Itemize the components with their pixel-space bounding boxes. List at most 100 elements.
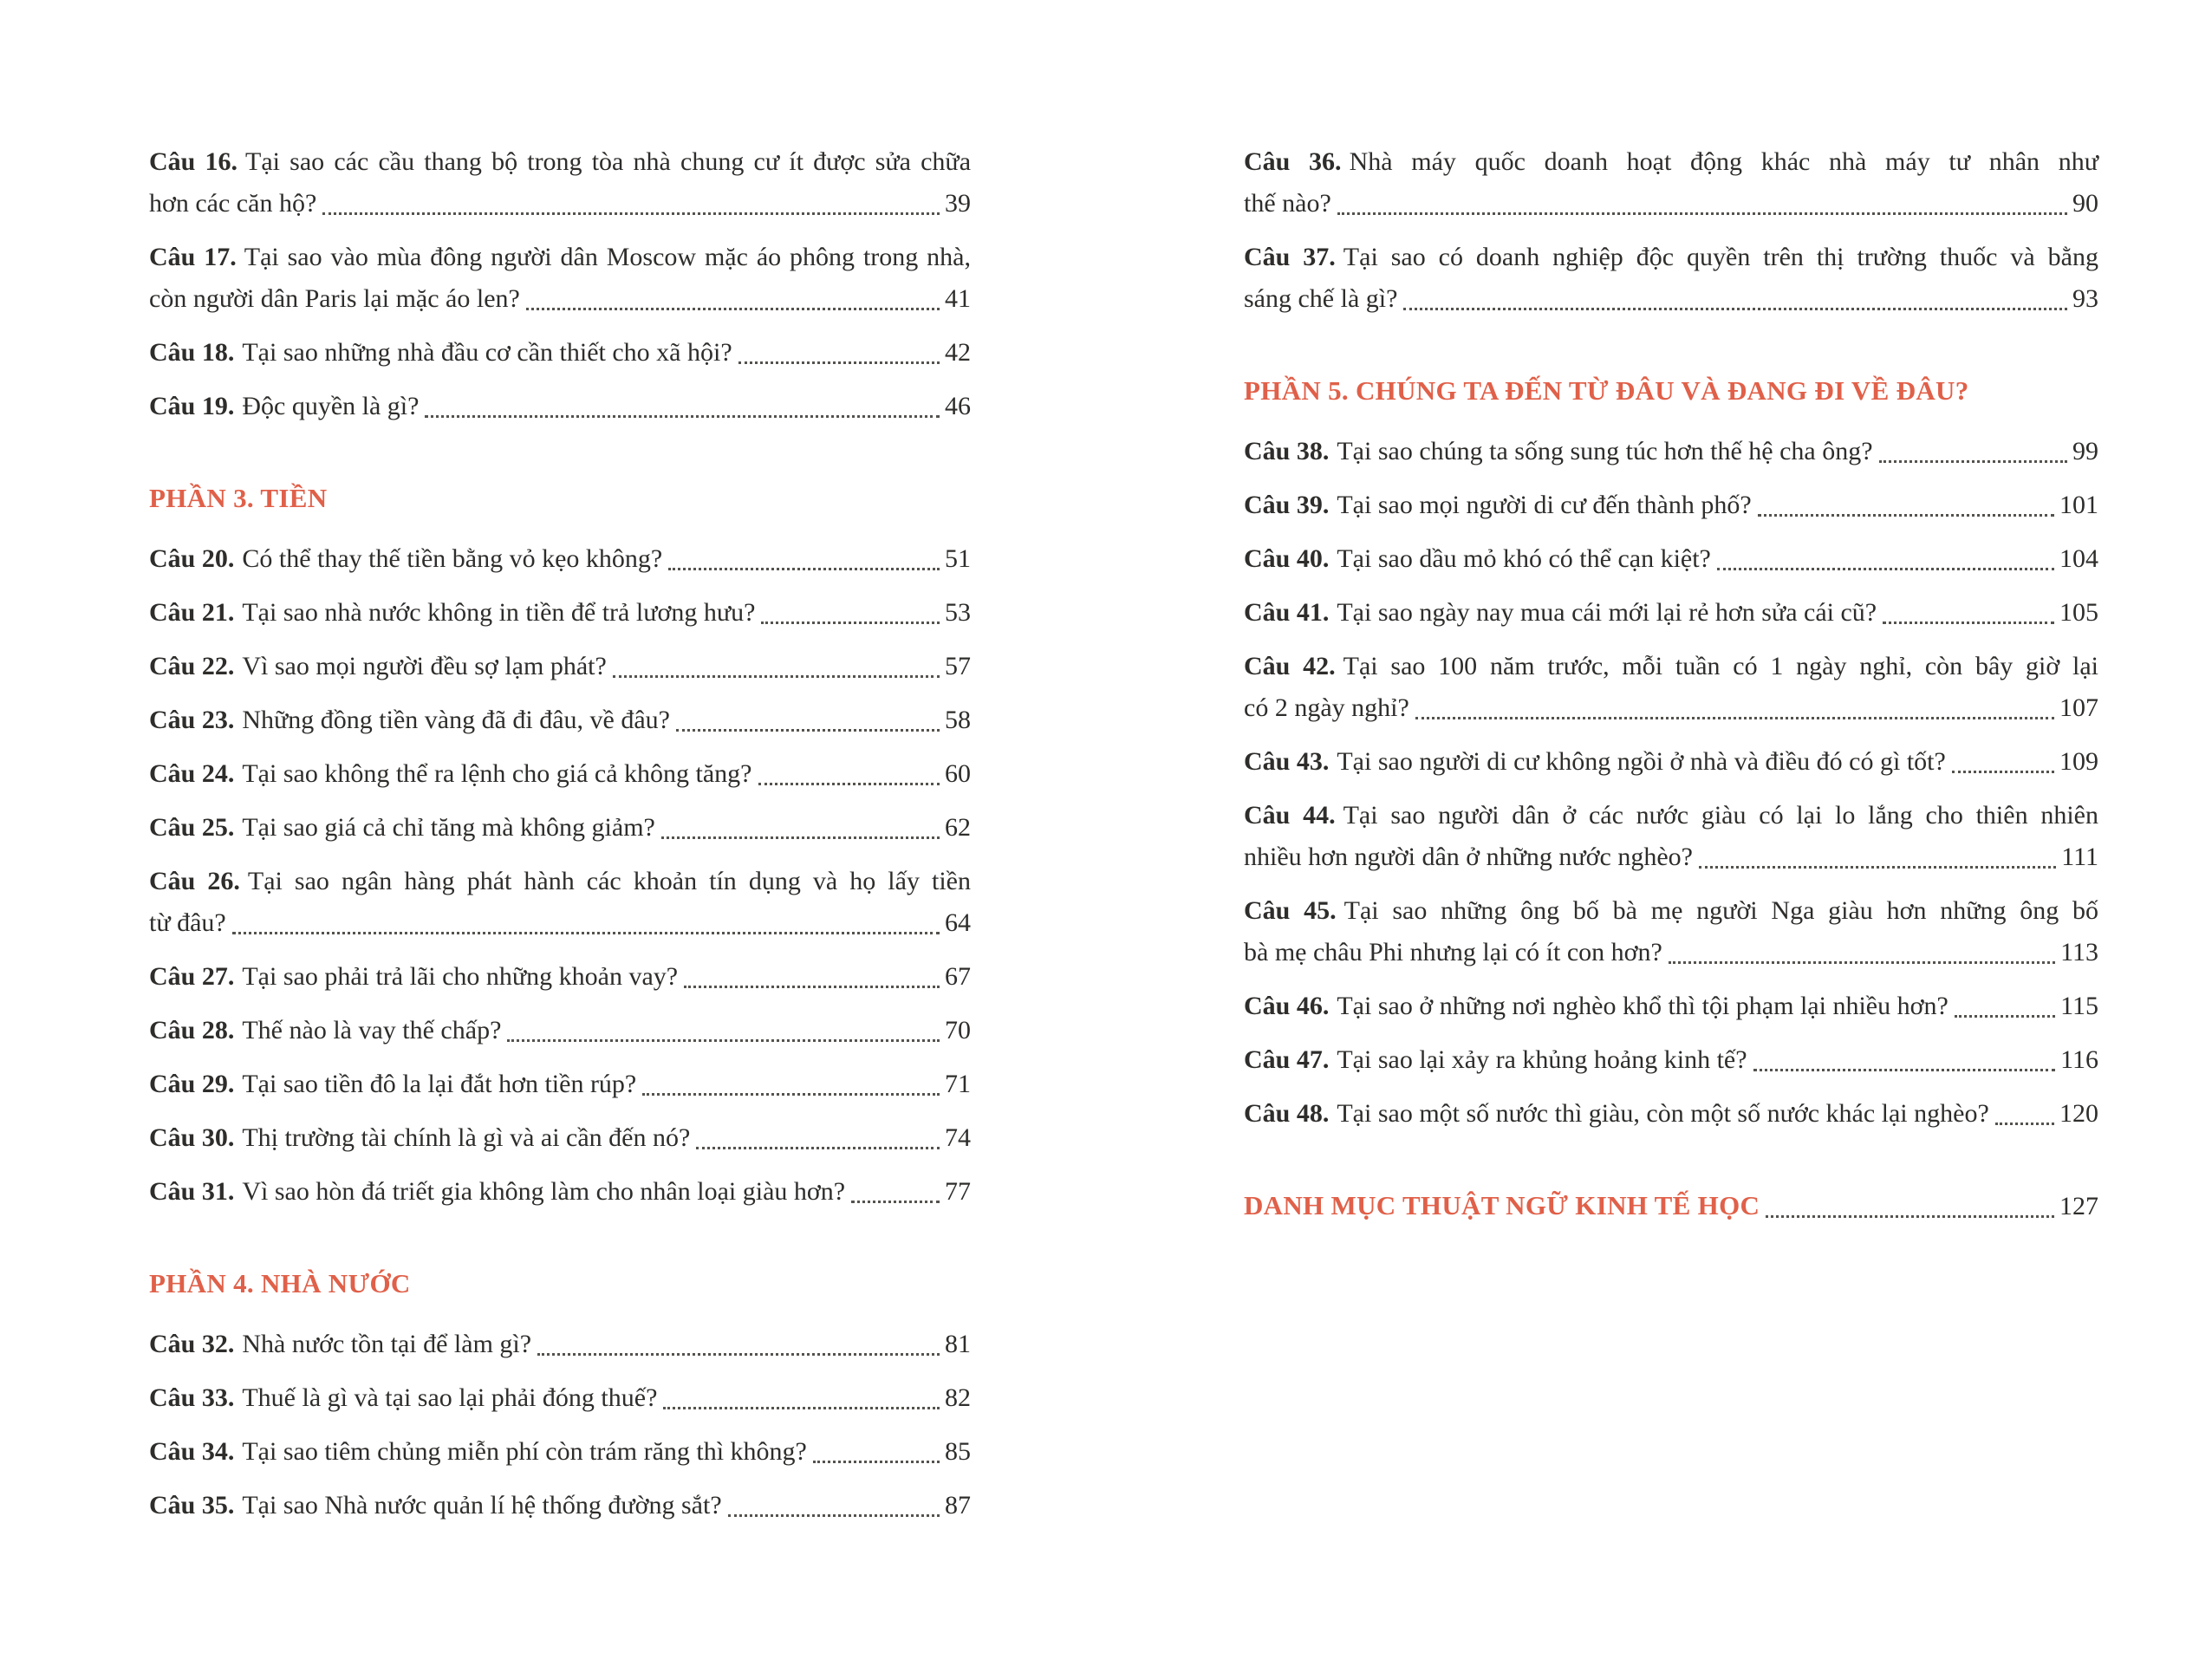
dot-leader xyxy=(642,1093,940,1096)
page-number: 111 xyxy=(2061,843,2098,871)
dot-leader xyxy=(1716,568,2054,570)
dot-leader xyxy=(1878,460,2067,463)
entry-line: Câu 37. Tại sao có doanh nghiệp độc quyền… xyxy=(1244,237,2098,278)
toc-entry: Câu 30. Thị trường tài chính là gì và ai … xyxy=(149,1117,971,1159)
toc-column-left: Câu 16. Tại sao các cầu thang bộ trong tò… xyxy=(149,141,971,1539)
dot-leader xyxy=(1954,1015,2056,1018)
entry-text: Vì sao mọi người đều sợ lạm phát? xyxy=(242,652,607,680)
page-number: 46 xyxy=(945,392,971,420)
entry-line: Câu 47. Tại sao lại xảy ra khủng hoảng ki… xyxy=(1244,1039,2098,1081)
entry-text: Tại sao nhà nước không in tiền để trả lư… xyxy=(242,598,756,627)
entry-text: Tại sao mọi người di cư đến thành phố? xyxy=(1337,491,1752,519)
toc-entry: Câu 32. Nhà nước tồn tại để làm gì? 81 xyxy=(149,1324,971,1365)
dot-leader xyxy=(758,783,940,785)
dot-leader xyxy=(696,1147,940,1149)
entry-line: Câu 45. Tại sao những ông bố bà mẹ người … xyxy=(1244,890,2098,932)
toc-entry: Câu 25. Tại sao giá cả chỉ tăng mà không … xyxy=(149,807,971,849)
entry-number-label: Câu 32. xyxy=(149,1330,235,1358)
entry-line: Câu 41. Tại sao ngày nay mua cái mới lại … xyxy=(1244,592,2098,634)
page-number: 99 xyxy=(2072,437,2098,465)
section-heading: PHẦN 3. TIỀN xyxy=(149,483,328,513)
entry-number-label: Câu 29. xyxy=(149,1070,235,1098)
entry-text: Tại sao phải trả lãi cho những khoản vay… xyxy=(242,962,679,991)
entry-text: Tại sao lại xảy ra khủng hoảng kinh tế? xyxy=(1337,1045,1747,1074)
toc-entry: Câu 17. Tại sao vào mùa đông người dân Mo… xyxy=(149,237,971,320)
toc-entry: Câu 41. Tại sao ngày nay mua cái mới lại … xyxy=(1244,592,2098,634)
dot-leader xyxy=(231,932,940,934)
entry-line: Câu 28. Thế nào là vay thế chấp? 70 xyxy=(149,1010,971,1051)
entry-line: Câu 32. Nhà nước tồn tại để làm gì? 81 xyxy=(149,1324,971,1365)
page-number: 101 xyxy=(2059,491,2098,519)
toc-entry: Câu 22. Vì sao mọi người đều sợ lạm phát?… xyxy=(149,646,971,687)
page-number: 62 xyxy=(945,813,971,842)
entry-number-label: Câu 41. xyxy=(1244,598,1330,627)
entry-line: Câu 48. Tại sao một số nước thì giàu, còn… xyxy=(1244,1093,2098,1135)
dot-leader xyxy=(507,1039,940,1042)
entry-text: Thế nào là vay thế chấp? xyxy=(242,1016,502,1045)
toc-entry: Câu 40. Tại sao dầu mỏ khó có thể cạn kiệ… xyxy=(1244,538,2098,580)
entry-number-label: Câu 37. xyxy=(1244,243,1336,271)
toc-entry: Câu 29. Tại sao tiền đô la lại đắt hơn ti… xyxy=(149,1064,971,1105)
entry-line: có 2 ngày nghỉ? 107 xyxy=(1244,687,2098,729)
entry-text: Tại sao ở những nơi nghèo khổ thì tội ph… xyxy=(1337,992,1949,1020)
entry-text: Tại sao chúng ta sống sung túc hơn thế h… xyxy=(1337,437,1873,465)
entry-number-label: Câu 22. xyxy=(149,652,235,680)
dot-leader xyxy=(1883,621,2054,624)
dot-leader xyxy=(1757,514,2054,517)
entry-text: Tại sao giá cả chỉ tăng mà không giảm? xyxy=(242,813,655,842)
entry-line: còn người dân Paris lại mặc áo len? 41 xyxy=(149,278,971,320)
entry-line: bà mẹ châu Phi nhưng lại có ít con hơn? 1… xyxy=(1244,932,2098,973)
page-number: 42 xyxy=(945,338,971,367)
dot-leader xyxy=(1951,771,2054,773)
page-number: 77 xyxy=(945,1177,971,1206)
entry-line: Câu 43. Tại sao người di cư không ngồi ở … xyxy=(1244,741,2098,783)
entry-number-label: Câu 48. xyxy=(1244,1099,1330,1128)
page-number: 90 xyxy=(2072,189,2098,218)
dot-leader xyxy=(1766,1215,2054,1218)
toc-entry: Câu 37. Tại sao có doanh nghiệp độc quyền… xyxy=(1244,237,2098,320)
page-number: 74 xyxy=(945,1123,971,1152)
entry-text: còn người dân Paris lại mặc áo len? xyxy=(149,284,520,313)
toc-entry: Câu 20. Có thể thay thế tiền bằng vỏ kẹo … xyxy=(149,538,971,580)
page-number: 85 xyxy=(945,1437,971,1466)
toc-entry: Câu 38. Tại sao chúng ta sống sung túc hơ… xyxy=(1244,431,2098,472)
toc-entry: Câu 16. Tại sao các cầu thang bộ trong tò… xyxy=(149,141,971,225)
entry-line: Câu 16. Tại sao các cầu thang bộ trong tò… xyxy=(149,141,971,183)
dot-leader xyxy=(322,212,940,215)
entry-text: Tại sao vào mùa đông người dân Moscow mặ… xyxy=(244,243,971,271)
entry-number-label: Câu 39. xyxy=(1244,491,1330,519)
entry-text: Tại sao có doanh nghiệp độc quyền trên t… xyxy=(1343,243,2098,271)
entry-text: Tại sao tiền đô la lại đắt hơn tiền rúp? xyxy=(242,1070,637,1098)
entry-number-label: Câu 46. xyxy=(1244,992,1330,1020)
dot-leader xyxy=(612,675,940,678)
entry-text: từ đâu? xyxy=(149,908,226,937)
page-number: 70 xyxy=(945,1016,971,1045)
page-number: 53 xyxy=(945,598,971,627)
entry-number-label: Câu 38. xyxy=(1244,437,1330,465)
page-number: 93 xyxy=(2072,284,2098,313)
toc-entry: Câu 42. Tại sao 100 năm trước, mỗi tuần c… xyxy=(1244,646,2098,729)
entry-line: Câu 29. Tại sao tiền đô la lại đắt hơn ti… xyxy=(149,1064,971,1105)
entry-text: hơn các căn hộ? xyxy=(149,189,317,218)
entry-number-label: Câu 30. xyxy=(149,1123,235,1152)
entry-line: Câu 42. Tại sao 100 năm trước, mỗi tuần c… xyxy=(1244,646,2098,687)
page-number: 116 xyxy=(2060,1045,2098,1074)
entry-line: từ đâu? 64 xyxy=(149,902,971,944)
entry-text: Thị trường tài chính là gì và ai cần đến… xyxy=(242,1123,691,1152)
entry-line: Câu 21. Tại sao nhà nước không in tiền để… xyxy=(149,592,971,634)
entry-line: Câu 30. Thị trường tài chính là gì và ai … xyxy=(149,1117,971,1159)
dot-leader xyxy=(676,729,940,732)
section-entry-title: DANH MỤC THUẬT NGỮ KINH TẾ HỌC xyxy=(1244,1190,1760,1220)
toc-entry: Câu 46. Tại sao ở những nơi nghèo khổ thì… xyxy=(1244,986,2098,1027)
entry-text: Tại sao người dân ở các nước giàu có lại… xyxy=(1343,801,2098,830)
entry-text: Độc quyền là gì? xyxy=(242,392,420,420)
entry-line: Câu 31. Vì sao hòn đá triết gia không làm… xyxy=(149,1171,971,1213)
page-number: 109 xyxy=(2059,747,2098,776)
dot-leader xyxy=(1668,961,2056,964)
entry-number-label: Câu 31. xyxy=(149,1177,235,1206)
entry-text: sáng chế là gì? xyxy=(1244,284,1398,313)
entry-number-label: Câu 33. xyxy=(149,1383,235,1412)
toc-entry: Câu 33. Thuế là gì và tại sao lại phải đó… xyxy=(149,1377,971,1419)
entry-text: bà mẹ châu Phi nhưng lại có ít con hơn? xyxy=(1244,938,1662,966)
